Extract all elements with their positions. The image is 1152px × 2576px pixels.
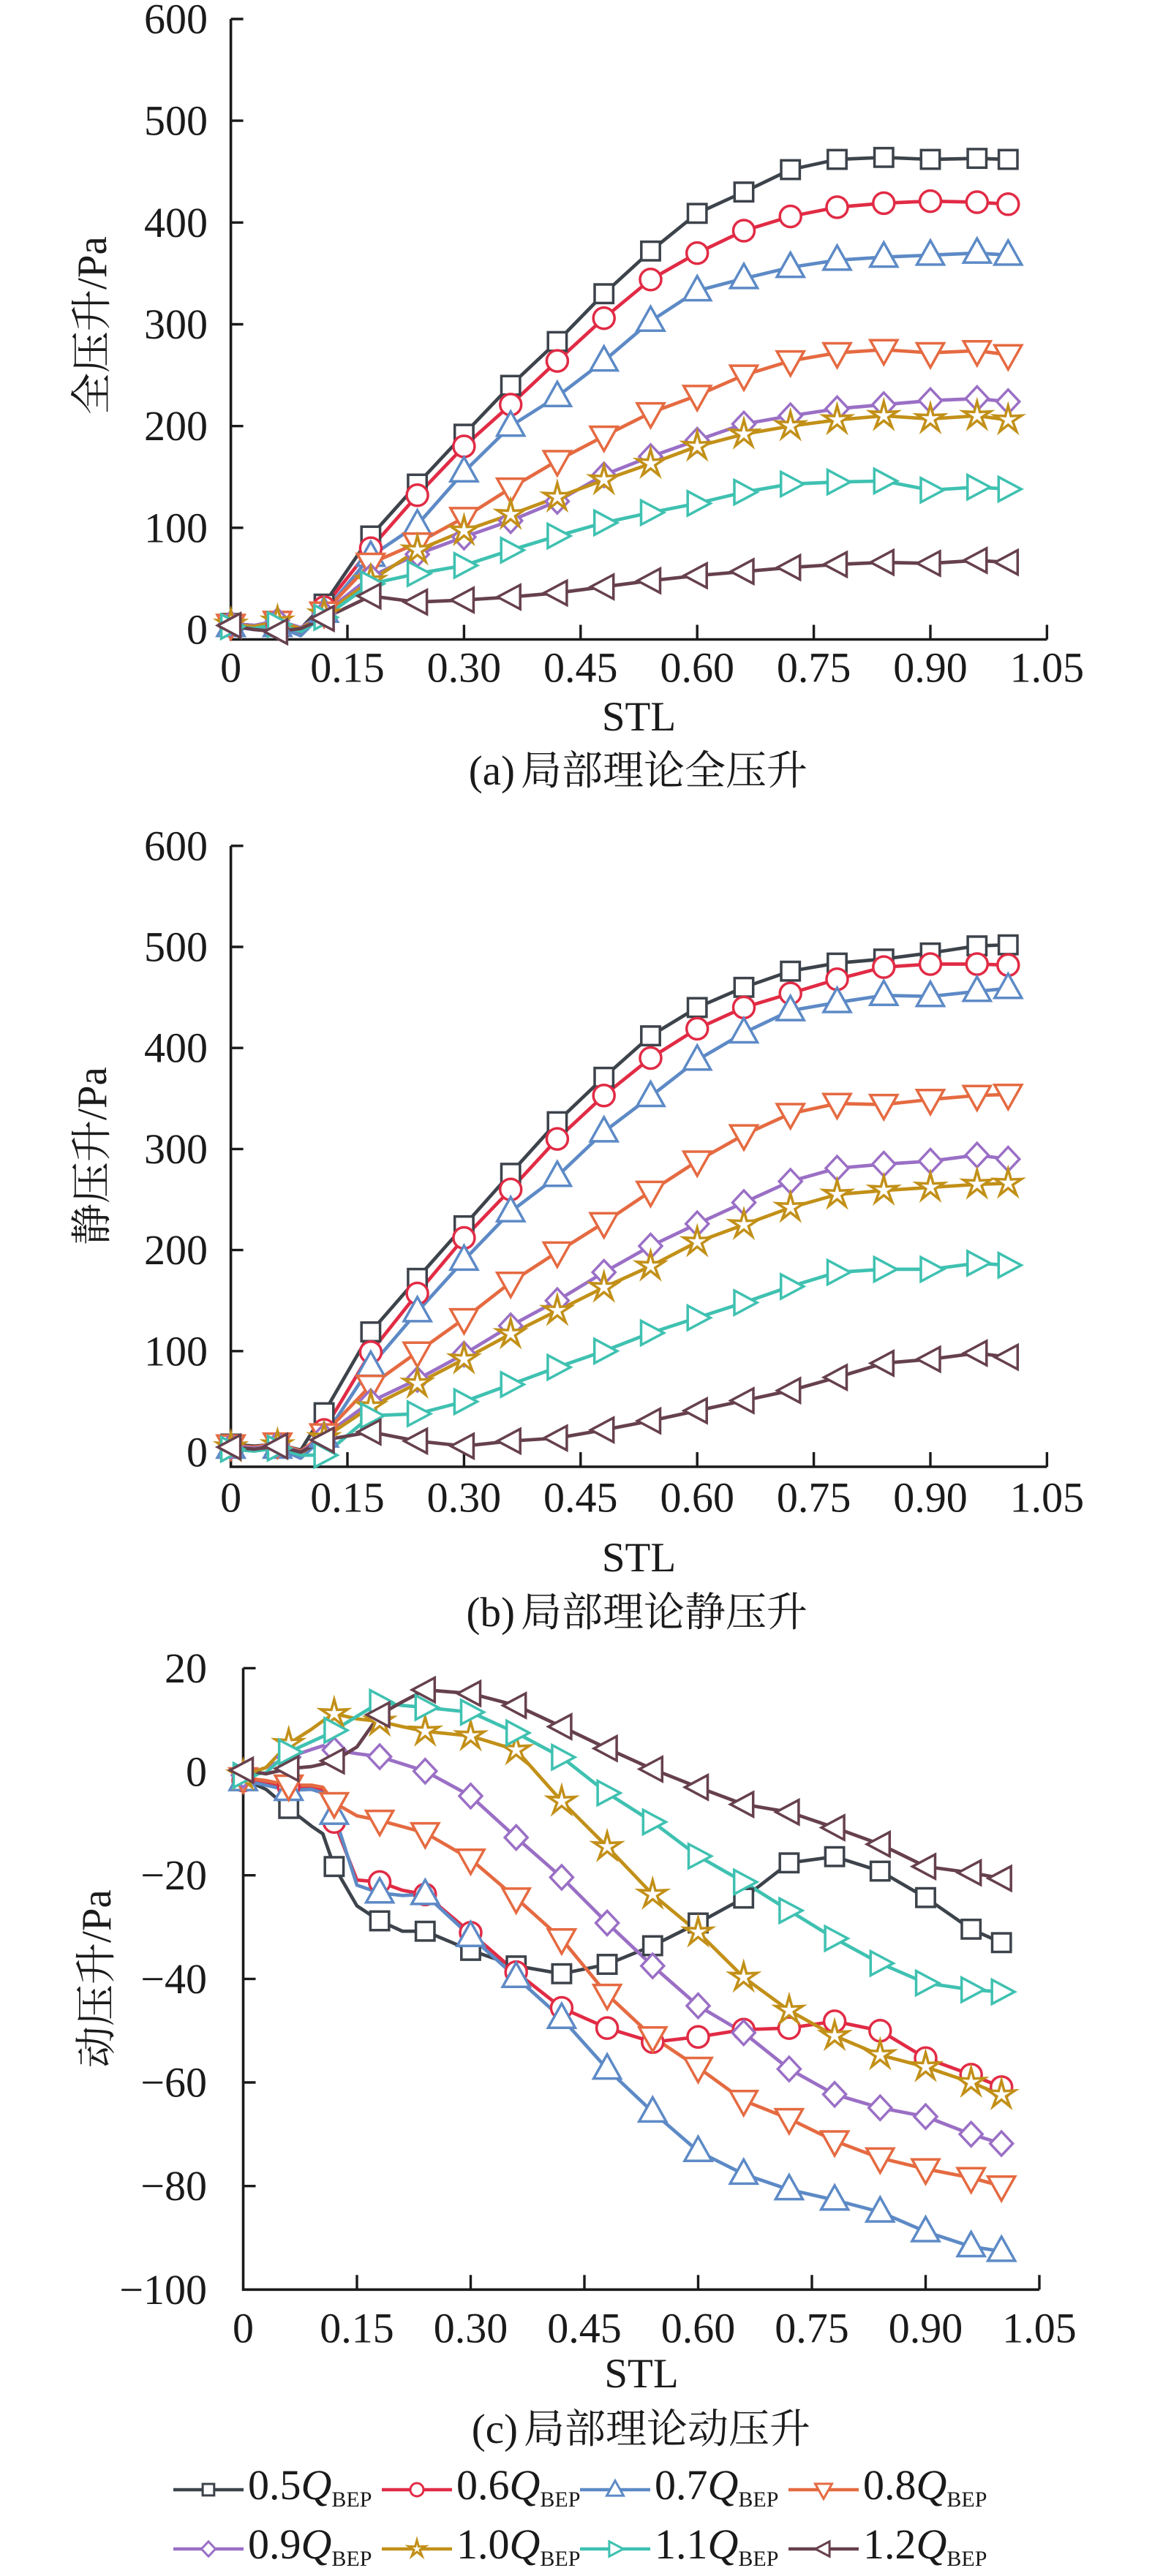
svg-text:STL: STL [602,1535,676,1581]
svg-text:STL: STL [604,2351,678,2397]
svg-text:STL: STL [602,694,676,740]
svg-text:0.60: 0.60 [661,2305,736,2352]
svg-text:0: 0 [186,1748,207,1796]
svg-text:0: 0 [187,606,208,654]
svg-text:−80: −80 [140,2162,207,2210]
svg-text:0.60: 0.60 [660,644,734,692]
svg-text:0.15: 0.15 [310,1474,385,1522]
svg-text:100: 100 [144,504,208,551]
svg-text:0.15: 0.15 [320,2305,394,2352]
svg-text:400: 400 [144,199,208,246]
svg-text:−60: −60 [140,2059,207,2107]
svg-text:/Pa: /Pa [74,1889,120,1943]
svg-text:200: 200 [144,1226,208,1274]
svg-text:600: 600 [144,822,208,869]
svg-text:1.05: 1.05 [1002,2305,1077,2352]
svg-text:0.75: 0.75 [777,644,851,692]
svg-text:/Pa: /Pa [69,236,116,290]
svg-text:−20: −20 [140,1851,207,1899]
svg-text:0.45: 0.45 [543,1474,618,1522]
svg-text:(b): (b) [467,1590,515,1636]
svg-text:0: 0 [187,1429,208,1476]
svg-text:0.90: 0.90 [893,1474,968,1522]
svg-text:300: 300 [144,301,208,348]
svg-text:400: 400 [144,1024,208,1072]
svg-text:0.45: 0.45 [547,2305,622,2352]
svg-text:0.75: 0.75 [777,1474,851,1522]
svg-text:1.05: 1.05 [1010,1474,1085,1522]
svg-text:500: 500 [144,923,208,971]
svg-text:0: 0 [233,2305,254,2352]
svg-text:0.90: 0.90 [893,644,968,692]
svg-text:0.75: 0.75 [775,2305,849,2352]
svg-text:0: 0 [220,644,241,692]
svg-text:1.05: 1.05 [1010,644,1085,692]
svg-text:−100: −100 [119,2266,207,2314]
svg-text:−40: −40 [140,1955,207,2003]
svg-text:(a): (a) [469,748,515,794]
svg-text:100: 100 [144,1327,208,1375]
svg-text:0.15: 0.15 [310,644,385,692]
svg-text:600: 600 [144,0,208,43]
svg-text:300: 300 [144,1125,208,1173]
svg-text:0.30: 0.30 [434,2305,508,2352]
svg-text:0: 0 [220,1474,241,1522]
svg-text:0.30: 0.30 [427,644,502,692]
svg-text:500: 500 [144,97,208,145]
svg-text:0.45: 0.45 [543,644,618,692]
svg-text:0.90: 0.90 [889,2305,963,2352]
svg-text:(c): (c) [472,2406,518,2452]
svg-text:0.60: 0.60 [660,1474,734,1522]
svg-text:20: 20 [165,1644,207,1692]
svg-text:0.30: 0.30 [427,1474,502,1522]
svg-text:200: 200 [144,402,208,450]
svg-text:/Pa: /Pa [69,1067,116,1120]
